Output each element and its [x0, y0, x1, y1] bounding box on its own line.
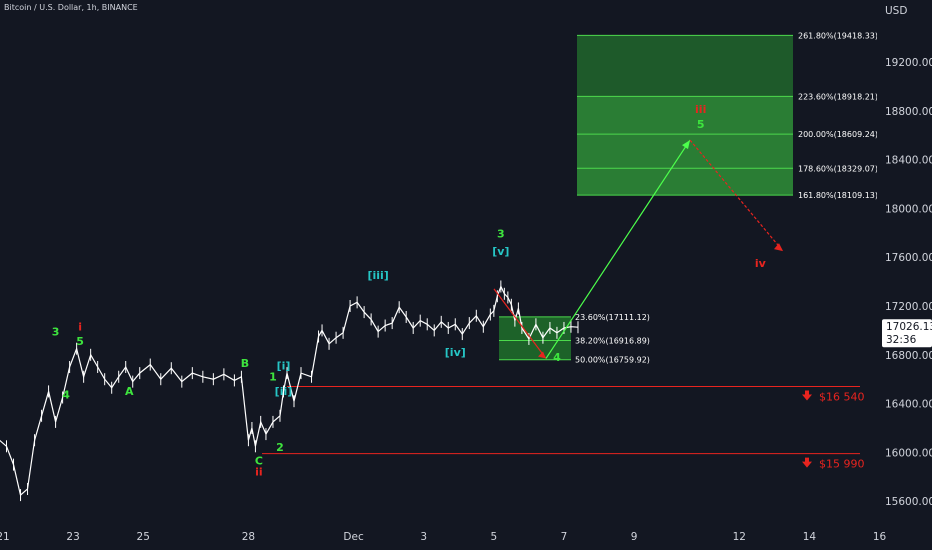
wave-label: 5	[76, 335, 84, 348]
currency-label: USD	[885, 5, 907, 17]
chart-title: Bitcoin / U.S. Dollar, 1h, BINANCE	[4, 3, 138, 12]
wave-label: [v]	[492, 245, 509, 258]
price-axis: USD 19200.00 18800.00 18400.00 18000.00 17600…	[877, 0, 932, 550]
fib-label-lower: 50.00%(16759.92)	[575, 356, 650, 365]
fib-label-upper: 261.80%(19418.33)	[798, 31, 878, 40]
red-dashed-arrow	[689, 139, 784, 252]
wave-label: 4	[553, 351, 561, 364]
price-tick-label: 18800.00	[885, 106, 932, 118]
price-tick-label: 17600.00	[885, 252, 932, 264]
down-arrow-icon	[802, 390, 812, 401]
fib-label-lower: 23.60%(17111.12)	[575, 313, 650, 322]
wave-label: 1	[269, 370, 277, 383]
down-arrow-icon	[802, 457, 812, 468]
support-label: $15 990	[819, 458, 865, 471]
price-tick-label: 18400.00	[885, 155, 932, 167]
wave-label: 4	[62, 389, 70, 402]
fib-label-upper: 223.60%(18918.21)	[798, 92, 878, 101]
wave-label: B	[241, 357, 249, 370]
wave-label: [ii]	[275, 385, 293, 398]
bar-countdown: 32:36	[886, 334, 917, 346]
wave-label: 3	[52, 325, 60, 338]
projection-arrows	[493, 139, 784, 359]
price-tick-label: 16400.00	[885, 399, 932, 411]
wave-label: [i]	[277, 359, 291, 372]
wave-label: 3	[497, 228, 505, 241]
fib-label-upper: 161.80%(18109.13)	[798, 191, 878, 200]
wave-label: [iv]	[445, 346, 466, 359]
fib-zones: 261.80%(19418.33) 223.60%(18918.21) 200.00…	[499, 31, 878, 365]
date-tick-label: 25	[137, 531, 150, 543]
fib-label-lower: 38.20%(16916.89)	[575, 337, 650, 346]
date-tick-label: 5	[490, 531, 497, 543]
fib-label-upper: 178.60%(18329.07)	[798, 164, 878, 173]
date-tick-label: 3	[420, 531, 427, 543]
wave-label: [iii]	[367, 269, 388, 282]
wave-label: C	[255, 455, 263, 468]
price-tick-label: 17200.00	[885, 301, 932, 313]
red-arrow	[493, 288, 547, 359]
price-tick-label: 16000.00	[885, 447, 932, 459]
green-arrow-head	[682, 140, 690, 150]
red-dashed-arrow-head	[774, 243, 783, 252]
wave-label: ii	[255, 466, 263, 479]
wave-label: iii	[695, 103, 706, 116]
price-axis-bg	[877, 0, 932, 550]
date-tick-label: 16	[873, 531, 887, 543]
date-tick-label: 9	[631, 531, 638, 543]
price-levels: $16 540 $15 990	[262, 386, 865, 471]
support-label: $16 540	[819, 391, 865, 404]
wave-label: 5	[697, 118, 705, 131]
wave-label: 2	[276, 441, 284, 454]
price-series	[0, 280, 579, 502]
fib-zone-upper-dark	[577, 35, 793, 97]
price-tick-label: 19200.00	[885, 57, 932, 69]
wave-label: A	[125, 385, 134, 398]
price-tick-label: 18000.00	[885, 203, 932, 215]
price-tick-label: 16800.00	[885, 350, 932, 362]
date-axis: 21 23 25 28 Dec 3 5 7 9 12 14 16	[0, 527, 886, 550]
date-tick-label: 12	[733, 531, 746, 543]
date-tick-label: 14	[803, 531, 817, 543]
date-tick-label: 7	[561, 531, 568, 543]
date-tick-label: 21	[0, 531, 10, 543]
date-tick-label: Dec	[343, 531, 364, 543]
fib-label-upper: 200.00%(18609.24)	[798, 130, 878, 139]
wave-label: iv	[755, 257, 767, 270]
wave-label: i	[78, 320, 82, 333]
red-arrow-head	[538, 351, 546, 359]
price-badge-box	[882, 319, 932, 348]
green-arrow	[545, 139, 691, 359]
date-tick-label: 28	[242, 531, 255, 543]
price-tick-label: 15600.00	[885, 496, 932, 508]
date-tick-label: 23	[66, 531, 79, 543]
current-price: 17026.13	[886, 321, 932, 333]
date-axis-bg	[0, 527, 877, 550]
